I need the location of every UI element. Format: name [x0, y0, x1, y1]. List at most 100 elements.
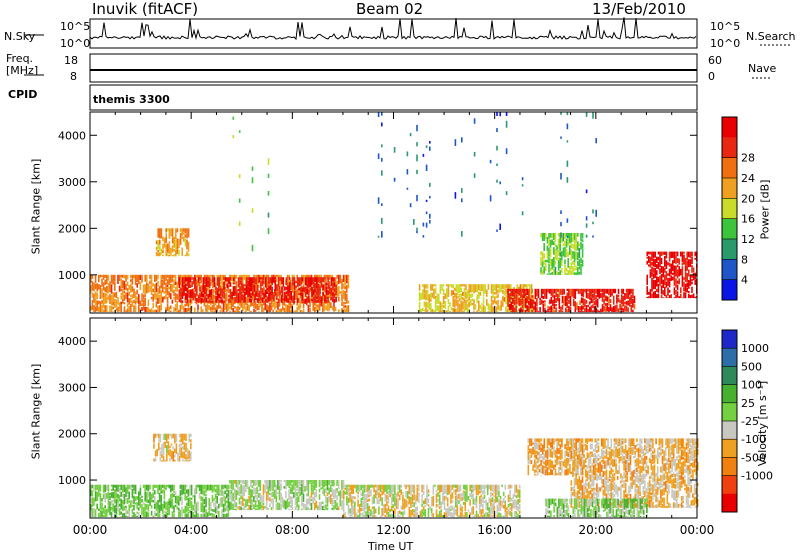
power-cell	[652, 279, 655, 290]
velocity-cell	[605, 469, 608, 480]
velocity-cell	[120, 484, 122, 491]
power-cell	[154, 284, 156, 291]
power-cell	[431, 284, 434, 291]
velocity-cell	[566, 498, 568, 502]
power-cell	[549, 233, 552, 238]
velocity-cell	[202, 496, 204, 502]
velocity-cell	[120, 491, 122, 497]
power-cell	[333, 306, 335, 311]
power-cell	[216, 290, 219, 301]
power-cell	[256, 277, 259, 285]
velocity-cell	[318, 501, 321, 511]
power-cell	[598, 310, 601, 313]
velocity-cell	[677, 455, 680, 458]
velocity-cell	[680, 462, 683, 472]
velocity-cell	[174, 496, 177, 504]
power-cell	[141, 274, 143, 283]
velocity-cell	[365, 511, 367, 518]
velocity-cell	[126, 494, 129, 497]
power-cell	[163, 274, 166, 285]
power-cell	[657, 293, 660, 299]
power-cell	[210, 311, 212, 312]
velocity-cell	[214, 488, 217, 493]
power-cell	[181, 277, 184, 288]
velocity-cell	[680, 471, 683, 480]
velocity-cell	[211, 484, 214, 493]
power-cell	[123, 302, 126, 305]
velocity-cell	[642, 461, 645, 471]
velocity-cell	[618, 515, 621, 518]
power-cell	[228, 288, 230, 294]
power-cell	[285, 286, 288, 290]
power-cell	[433, 310, 435, 313]
velocity-cell	[640, 455, 643, 465]
velocity-cell	[507, 508, 510, 515]
velocity-cell	[426, 494, 428, 506]
power-cell	[502, 289, 504, 294]
velocity-cell	[114, 489, 116, 500]
velocity-cell	[203, 498, 206, 504]
power-cell	[540, 288, 543, 299]
velocity-cell	[313, 492, 316, 502]
velocity-cell	[190, 443, 192, 450]
power-cell	[218, 293, 221, 299]
velocity-cell	[615, 458, 617, 463]
power-cell	[625, 301, 628, 305]
power-cell	[673, 297, 676, 299]
power-cell	[328, 274, 330, 280]
velocity-cell	[629, 465, 632, 476]
power-cell	[267, 191, 270, 196]
power-cell	[252, 277, 254, 284]
velocity-cell	[679, 481, 681, 491]
velocity-cell	[154, 496, 156, 504]
power-cell	[422, 222, 425, 227]
power-cell	[184, 302, 187, 303]
power-cell	[206, 310, 209, 313]
power-cell	[573, 262, 576, 268]
power-cell	[651, 281, 653, 292]
velocity-cell	[629, 476, 632, 481]
velocity-cell	[623, 490, 625, 499]
power-cell	[194, 274, 196, 279]
velocity-cell	[648, 438, 651, 444]
velocity-cell	[264, 484, 266, 494]
power-cell	[460, 284, 462, 287]
power-cell	[478, 300, 480, 311]
power-cell	[157, 228, 159, 238]
velocity-cell	[336, 495, 338, 501]
velocity-cell	[213, 509, 215, 513]
power-cell	[157, 280, 159, 287]
velocity-cell	[197, 484, 199, 488]
velocity-cell	[178, 433, 181, 438]
velocity-cell	[581, 485, 584, 496]
power-cell	[449, 311, 451, 312]
power-cell	[553, 247, 555, 255]
power-cell	[270, 283, 273, 288]
power-cell	[302, 309, 305, 313]
velocity-cell	[482, 503, 484, 509]
velocity-cell	[222, 503, 225, 513]
velocity-region-0	[90, 484, 230, 518]
velocity-cell	[475, 495, 478, 503]
velocity-cell	[695, 496, 697, 504]
velocity-cell	[658, 478, 661, 482]
power-cell	[160, 303, 162, 311]
power-cell	[422, 289, 424, 300]
power-cell	[252, 283, 254, 292]
power-cell	[91, 281, 94, 291]
power-cell	[317, 284, 320, 294]
power-cell	[102, 292, 105, 298]
power-cell	[274, 294, 276, 300]
velocity-cell	[153, 458, 155, 462]
freq-bottom-tick: 8	[70, 70, 77, 83]
velocity-cell	[368, 498, 371, 502]
power-cell	[320, 274, 322, 279]
power-cell	[656, 264, 658, 269]
velocity-cell	[368, 490, 371, 494]
power-cell	[584, 308, 586, 313]
power-cell	[442, 284, 445, 287]
power-cell	[210, 301, 213, 303]
velocity-cell	[668, 484, 670, 495]
power-cell	[585, 300, 588, 304]
velocity-cell	[214, 484, 217, 488]
